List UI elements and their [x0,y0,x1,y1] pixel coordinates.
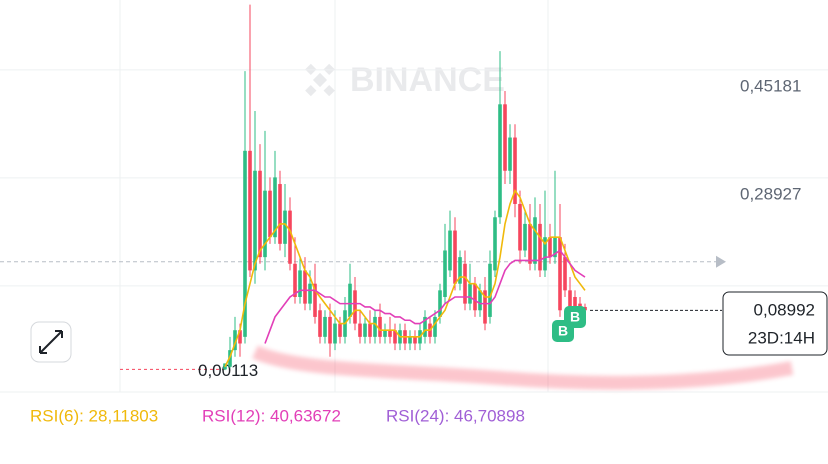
candle-body [548,237,552,258]
candle-body [373,316,377,337]
candle-body [308,283,312,304]
candle-body [513,137,517,204]
price-box [722,291,828,356]
candle-body [263,190,267,258]
candle-body [383,330,387,337]
candle-body [323,316,327,337]
candle-body [248,150,252,271]
candle-body [258,170,262,258]
candle-body [288,210,292,264]
ma-line [264,249,586,344]
reference-arrow [716,255,726,268]
ma-line [224,189,586,368]
marker: B B [552,306,586,342]
candle-body [378,316,382,337]
candle-body [523,223,527,251]
candle-body [353,290,357,324]
candle-body [518,203,522,251]
candle-body [303,270,307,304]
candle-body [473,283,477,311]
y-tick-label: 0,45181 [740,76,801,95]
candle-body [478,290,482,311]
candle-body [488,263,492,317]
expand-button[interactable] [30,321,72,363]
candle-body [573,296,577,311]
candle-body [253,170,257,271]
candle-body [553,237,557,258]
candle-body [293,263,297,297]
candle-body [278,184,282,244]
candle-body [458,257,462,284]
countdown: 23D:14H [748,328,815,347]
candle-body [528,223,532,264]
candle-body [558,237,562,311]
watermark-text: BINANCE [350,61,505,99]
candle-body [563,257,567,291]
candle-body [438,290,442,317]
candle-body [453,230,457,284]
candle-body [443,250,447,297]
candle-body [338,323,342,337]
candle-body [243,150,247,337]
candle-body [328,316,332,344]
marker-label: B [558,323,568,339]
candle-body [448,230,452,271]
candle-body [498,104,502,218]
candle-body [568,290,572,311]
watermark: BINANCE [305,61,505,99]
candle-body [463,263,467,304]
candle-body [273,177,277,238]
rsi-label: RSI(12): 40,63672 [202,406,341,425]
candle-body [493,217,497,271]
candle-body [363,323,367,337]
candle-body [483,290,487,324]
candle-body [508,137,512,171]
candle-body [533,217,537,264]
last-price-label: 0,08992 [754,300,815,319]
marker-label: B [570,309,580,325]
candle-body [408,336,412,344]
candle-body [393,330,397,344]
rsi-label: RSI(6): 28,11803 [30,406,158,425]
candle-body [413,336,417,344]
candle-body [233,330,237,351]
candle-body [283,210,287,244]
candle-body [388,330,392,337]
noise-band [252,345,794,390]
y-tick-label: 0,28927 [740,184,801,203]
candle-body [358,323,362,337]
candle-body [298,270,302,297]
candle-body [313,283,317,317]
candle-body [433,316,437,337]
candle-body [543,237,547,271]
low-label: 0,00113 [198,361,258,380]
candle-body [503,104,507,171]
candle-body [348,283,352,317]
candle-body [238,330,242,344]
rsi-label: RSI(24): 46,70898 [386,406,525,425]
candle-body [268,190,272,238]
candle-body [368,323,372,337]
candle-body [468,283,472,304]
candle-body [333,323,337,344]
candle-body [538,223,542,271]
candle-body [423,316,427,337]
candle-body [318,310,322,337]
